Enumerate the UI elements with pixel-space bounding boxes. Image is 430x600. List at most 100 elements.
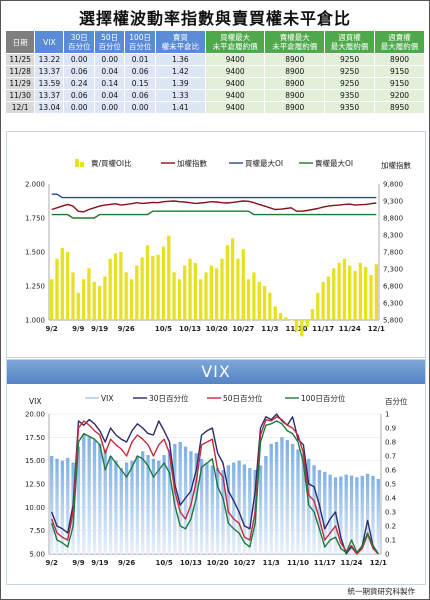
col-50d-label: 50日 百分位 [98, 33, 121, 51]
bar [178, 442, 182, 554]
bar [264, 456, 268, 554]
y2-tick-label: 0.9 [385, 425, 396, 433]
bar [323, 471, 327, 554]
bar [97, 286, 102, 320]
table-cell: 0.00 [63, 53, 95, 66]
table-cell: 1.36 [154, 53, 206, 66]
bar [355, 477, 359, 554]
x-tick-label: 9/2 [46, 325, 58, 333]
bar [82, 434, 86, 554]
bar [65, 252, 70, 320]
table-cell: 13.22 [34, 53, 65, 66]
x-tick-label: 10/13 [180, 559, 202, 567]
bar [237, 460, 241, 554]
y2-tick-label: 0.4 [385, 495, 397, 503]
bar [274, 442, 279, 554]
bar [321, 281, 325, 320]
bar [50, 456, 54, 554]
bar [236, 258, 240, 320]
bar [225, 245, 229, 320]
x-tick-label: 10/5 [155, 325, 172, 333]
x-tick-label: 9/19 [91, 559, 108, 567]
x-tick-label: 9/19 [91, 325, 108, 333]
bar [194, 453, 198, 554]
col-week-call: 週買權 最大履約價 [324, 30, 376, 54]
table-cell: 0.06 [124, 65, 156, 78]
table-cell: 8900 [264, 89, 326, 102]
bar [108, 258, 112, 320]
bar [76, 446, 81, 554]
table-cell: 0.06 [63, 89, 95, 102]
table-cell: 9400 [204, 89, 266, 102]
bar [124, 462, 129, 554]
y-tick-label: 15.00 [25, 457, 45, 465]
bar [246, 279, 251, 320]
bar [349, 475, 354, 554]
bar [307, 458, 311, 554]
x-tick-label: 10/27 [232, 325, 254, 333]
table-cell: 12/1 [4, 101, 36, 114]
bar [248, 468, 252, 554]
table-cell: 0.00 [93, 101, 126, 114]
table-cell: 11/30 [4, 89, 36, 102]
table-cell: 0.04 [93, 89, 126, 102]
col-100d: 100日 百分位 [124, 30, 156, 54]
y-axis-title: VIX [29, 397, 41, 406]
bar [289, 320, 293, 321]
table-cell: 13.04 [34, 101, 65, 114]
table-cell: 9400 [204, 77, 266, 90]
col-call-max-label: 買權最大 未平倉履約價 [212, 33, 258, 51]
table-cell: 1.42 [154, 65, 206, 78]
bar [87, 437, 91, 554]
bar [162, 455, 166, 554]
table-cell: 8950 [374, 101, 425, 114]
y2-tick-label: 8,800 [383, 215, 403, 223]
col-call-max: 買權最大 未平倉履約價 [204, 30, 266, 54]
bar [205, 462, 209, 554]
table-cell: 9400 [204, 101, 266, 114]
y-tick-label: 5.00 [29, 551, 45, 559]
series-line [51, 200, 377, 213]
x-tick-label: 11/17 [314, 559, 336, 567]
legend-swatch [75, 159, 79, 167]
bar [151, 256, 155, 320]
y2-tick-label: 9,300 [383, 198, 403, 206]
vix-chart-panel: VIX 5.00 7.50 10.00 12.50 15.00 17.50 20.00 0 0.… [6, 359, 426, 585]
y2-tick-label: 0.6 [385, 467, 397, 475]
legend-label: 100日百分位 [301, 393, 346, 403]
bar [151, 458, 156, 554]
bar [268, 292, 272, 320]
bar [280, 437, 284, 554]
bar [353, 271, 357, 320]
col-pc-ratio-label: 賣買 權未平倉比 [161, 33, 200, 51]
series-line [51, 210, 377, 219]
table-cell: 9250 [324, 77, 376, 90]
bar [124, 272, 128, 320]
bar [369, 275, 373, 320]
table-cell: 9400 [204, 65, 266, 78]
bar [337, 262, 341, 320]
bar [60, 460, 65, 554]
y-tick-label: 17.50 [25, 434, 45, 442]
table-cell: 0.06 [63, 65, 95, 78]
table-row: 12/1 13.04 0.00 0.00 0.00 1.41 9400 8900 9350 895… [4, 101, 425, 114]
bar [312, 465, 316, 554]
y2-tick-label: 6,800 [383, 283, 403, 291]
bar [193, 262, 198, 320]
legend-label: 30日百分位 [149, 393, 189, 403]
y-tick-label: 7.50 [29, 527, 45, 535]
table-cell: 11/25 [4, 53, 36, 66]
x-tick-label: 11/24 [339, 325, 361, 333]
table-cell: 9350 [324, 89, 376, 102]
table-header-row: 日期 VIX 30日 百分位 50日 百分位 100日 百分位 賣買 權未平倉比 買權最… [4, 30, 425, 54]
bar [135, 456, 140, 554]
bar [220, 258, 224, 320]
table-cell: 8900 [264, 53, 326, 66]
table-cell: 0.24 [63, 77, 95, 90]
bar [241, 249, 245, 320]
table-cell: 0.04 [93, 65, 126, 78]
bar [172, 272, 176, 320]
vix-chart: 5.00 7.50 10.00 12.50 15.00 17.50 20.00 0 0.1 0.2… [25, 393, 408, 567]
page-title: 選擇權波動率指數與賣買權未平倉比 [78, 9, 351, 28]
bar [50, 279, 54, 320]
